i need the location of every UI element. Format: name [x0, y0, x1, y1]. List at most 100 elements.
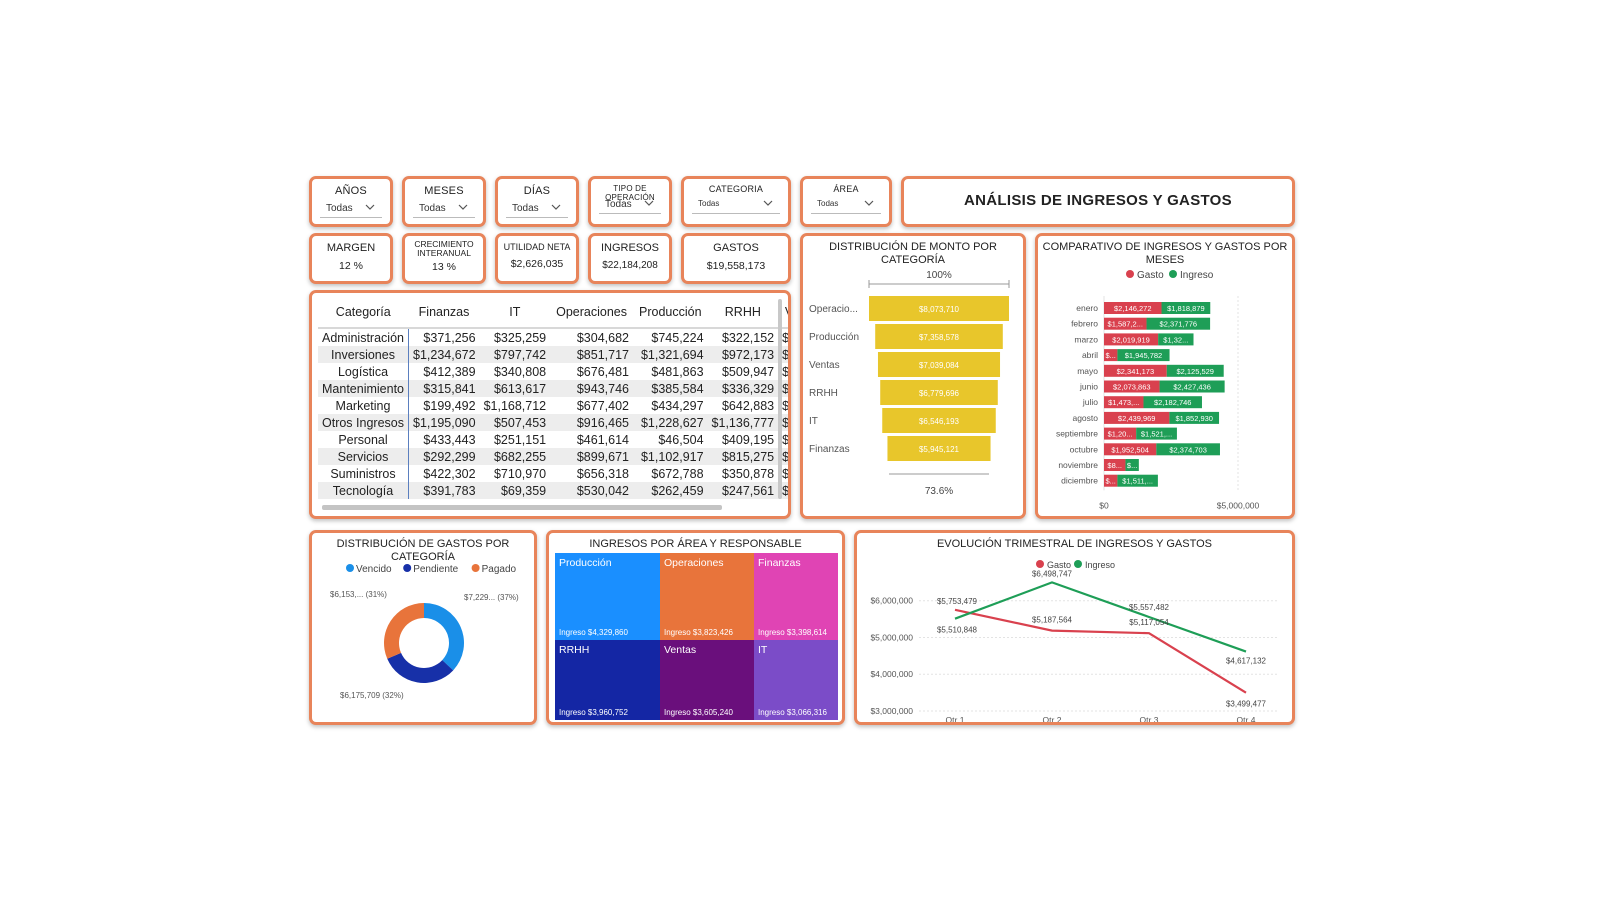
- slicer-meses[interactable]: MESES Todas: [402, 176, 486, 227]
- table-cell: $3: [782, 432, 790, 447]
- table-row[interactable]: Inversiones $1,234,672 $797,742 $851,717 $1,…: [318, 346, 788, 363]
- legend-label: Ingreso: [1180, 270, 1214, 281]
- column-header[interactable]: Operaciones: [550, 299, 633, 329]
- table-row[interactable]: Mantenimiento $315,841 $613,617 $943,746 $38…: [318, 380, 788, 397]
- table-cell: $391,783: [408, 482, 480, 499]
- slicer-value: Todas: [698, 199, 720, 208]
- funnel-category-label: Finanzas: [809, 444, 850, 455]
- table-cell: $315,841: [408, 380, 480, 397]
- category-matrix[interactable]: Categoría Finanzas IT Operaciones Producción…: [309, 290, 791, 519]
- donut-slice: [384, 603, 424, 659]
- y-axis-tick: $5,000,000: [870, 632, 913, 642]
- table-cell: $710,970: [493, 466, 547, 481]
- table-cell: $5: [778, 414, 788, 431]
- table-cell: $1,168,712: [483, 398, 547, 413]
- slicer-area[interactable]: ÁREA Todas: [800, 176, 892, 227]
- treemap-cell-produccion[interactable]: Producción Ingreso $4,329,860: [555, 553, 660, 640]
- ingreso-bar: [1159, 380, 1225, 393]
- slicer-dropdown[interactable]: Todas: [413, 201, 475, 218]
- table-row[interactable]: Personal $433,443 $251,151 $461,614 $46,504 $…: [318, 431, 790, 448]
- chart-title: DISTRIBUCIÓN DE MONTO POR CATEGORÍA: [829, 241, 997, 266]
- x-axis-tick: Qtr 2: [1043, 715, 1062, 723]
- slicer-dropdown[interactable]: Todas: [692, 197, 780, 214]
- treemap-cell-finanzas[interactable]: Finanzas Ingreso $3,398,614: [754, 553, 838, 640]
- y-axis-tick: $3,000,000: [870, 706, 913, 716]
- table-row[interactable]: Logística $412,389 $340,808 $676,481 $481,86…: [318, 363, 788, 380]
- ingreso-bar-label: $2,371,776: [1160, 320, 1198, 329]
- table-cell: $507,453: [479, 414, 551, 431]
- month-label: enero: [1076, 303, 1098, 313]
- table-row[interactable]: Administración $371,256 $325,259 $304,682 $7…: [318, 328, 788, 346]
- data-label: $5,753,479: [937, 597, 978, 606]
- treemap-value: Ingreso $3,960,752: [559, 708, 628, 717]
- slicer-dropdown[interactable]: Todas: [320, 201, 382, 218]
- y-axis-tick: $6,000,000: [870, 596, 913, 606]
- table-row[interactable]: Otros Ingresos $1,195,090 $507,453 $916,465…: [318, 414, 788, 431]
- table-row[interactable]: Tecnología $391,783 $69,359 $530,042 $262,45…: [318, 482, 788, 499]
- donut-card: DISTRIBUCIÓN DE GASTOS POR CATEGORÍA Ven…: [309, 530, 537, 725]
- column-header[interactable]: Finanzas: [408, 299, 480, 329]
- table-row[interactable]: Servicios $292,299 $682,255 $899,671 $1,102,…: [318, 448, 788, 465]
- column-header[interactable]: V: [778, 299, 788, 329]
- data-label: $5,117,054: [1129, 618, 1169, 627]
- slicer-dropdown[interactable]: Todas: [599, 197, 661, 214]
- legend-marker: [403, 564, 412, 572]
- month-label: octubre: [1070, 444, 1099, 454]
- table-cell: $916,465: [550, 414, 633, 431]
- slicer-dropdown[interactable]: Todas: [506, 201, 568, 218]
- chevron-down-icon: [364, 201, 376, 216]
- table-cell: $656,318: [576, 466, 629, 481]
- treemap-cell-it[interactable]: IT Ingreso $3,066,316: [754, 640, 838, 720]
- kpi-value: $19,558,173: [706, 260, 766, 272]
- donut-label: $6,175,709 (32%): [340, 691, 404, 700]
- slicer-dropdown[interactable]: Todas: [811, 197, 881, 214]
- slicer-categoria[interactable]: CATEGORIA Todas: [681, 176, 791, 227]
- gasto-bar-label: $1,473,...: [1108, 398, 1139, 407]
- kpi-title: INGRESOS: [600, 242, 660, 254]
- ingreso-bar-label: $1,521,...: [1141, 430, 1172, 439]
- funnel-bar: [877, 352, 1001, 377]
- monthly-bar-chart: Gasto Ingreso enero $2,146,272 $1,818,879 feb…: [1056, 270, 1260, 510]
- column-header[interactable]: Producción: [633, 299, 708, 329]
- gasto-bar-label: $2,439,969: [1118, 414, 1156, 423]
- table-cell: $6: [778, 482, 788, 499]
- slicer-dias[interactable]: DÍAS Todas: [495, 176, 579, 227]
- gasto-bar-label: $...: [1105, 351, 1115, 360]
- treemap-label: Ventas: [664, 644, 697, 656]
- table-cell: $943,746: [550, 380, 633, 397]
- column-header[interactable]: IT: [479, 299, 551, 329]
- table-cell: $5: [782, 398, 790, 413]
- legend-ingreso-marker: [1074, 560, 1082, 568]
- slicer-anios[interactable]: AÑOS Todas: [309, 176, 393, 227]
- gasto-bar: [1104, 411, 1170, 424]
- legend-marker: [471, 564, 480, 572]
- chevron-down-icon: [863, 197, 875, 211]
- kpi-title: GASTOS: [713, 242, 759, 254]
- slicer-tipo-operacion[interactable]: TIPO DE OPERACIÓN Todas: [588, 176, 672, 227]
- vertical-scrollbar[interactable]: [778, 299, 782, 499]
- table-row[interactable]: Marketing $199,492 $1,168,712 $677,402 $434,…: [318, 397, 790, 414]
- column-header[interactable]: Categoría: [318, 299, 409, 329]
- table-cell: $682,255: [479, 448, 551, 465]
- row-category: Personal: [318, 431, 409, 448]
- gasto-bar-label: $2,146,272: [1114, 304, 1152, 313]
- table-row[interactable]: Suministros $422,302 $710,970 $656,318 $672,…: [318, 465, 788, 482]
- treemap-label: Finanzas: [758, 557, 801, 569]
- table-cell: $1,136,777: [707, 414, 779, 431]
- funnel-bottom-pct: 73.6%: [925, 486, 953, 497]
- treemap-cell-operaciones[interactable]: Operaciones Ingreso $3,823,426: [660, 553, 754, 640]
- table-cell: $350,878: [721, 466, 775, 481]
- legend-gasto-marker: [1036, 560, 1044, 568]
- kpi-title: CRECIMIENTO INTERANUAL: [414, 239, 474, 258]
- horizontal-scrollbar[interactable]: [322, 505, 722, 510]
- x-axis-tick: $5,000,000: [1217, 500, 1260, 510]
- treemap-cell-ventas[interactable]: Ventas Ingreso $3,605,240: [660, 640, 754, 720]
- data-label: $5,557,482: [1129, 603, 1170, 612]
- column-header[interactable]: RRHH: [707, 299, 779, 329]
- chart-title: EVOLUCIÓN TRIMESTRAL DE INGRESOS Y GASTO…: [936, 538, 1213, 550]
- table-cell: $815,275: [707, 448, 779, 465]
- treemap-cell-rrhh[interactable]: RRHH Ingreso $3,960,752: [555, 640, 660, 720]
- treemap-label: Operaciones: [664, 557, 724, 569]
- data-label: $3,499,477: [1226, 700, 1267, 709]
- treemap-value: Ingreso $3,398,614: [758, 628, 827, 637]
